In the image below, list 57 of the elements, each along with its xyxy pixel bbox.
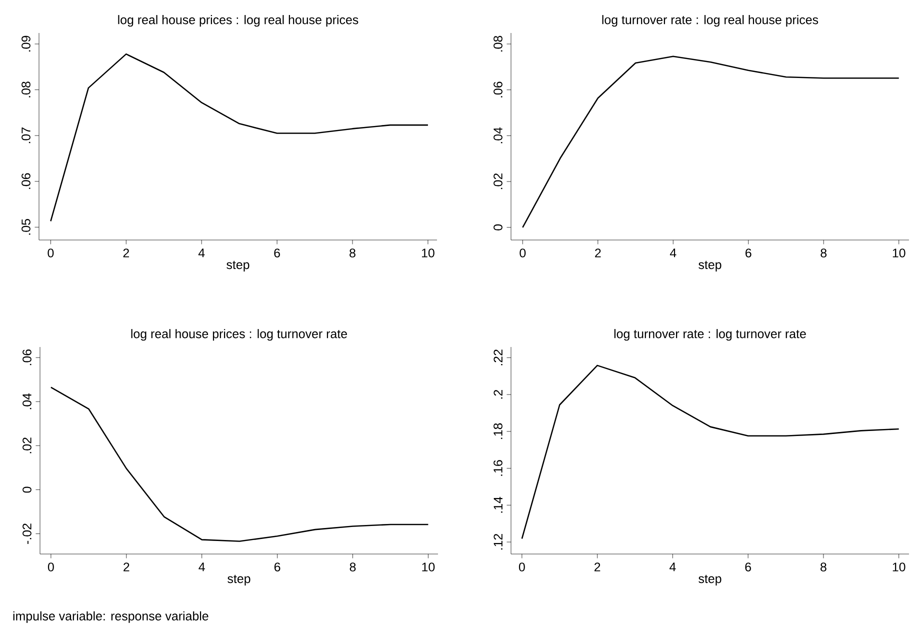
x-tick-label: 8 — [350, 248, 356, 258]
x-axis-title: step — [226, 260, 250, 272]
x-tick-label: 6 — [274, 562, 280, 572]
y-tick-label: .02 — [494, 174, 502, 190]
y-tick-label: 0 — [22, 486, 32, 493]
text: impulse variable: response variable — [13, 611, 208, 623]
x-tick-label: 0 — [48, 562, 54, 572]
y-tick-label: .04 — [494, 127, 502, 144]
x-axis-title: step — [698, 574, 722, 586]
y-tick-label: .04 — [22, 393, 32, 410]
x-tick-label: 0 — [48, 248, 54, 258]
y-tick-label: .06 — [494, 82, 502, 98]
x-tick-label: 0 — [520, 248, 526, 258]
x-tick-label: 2 — [594, 562, 600, 572]
x-axis-title: step — [698, 260, 722, 272]
x-tick-label: 10 — [892, 248, 906, 258]
x-tick-label: 2 — [124, 562, 130, 572]
x-tick-label: 2 — [595, 248, 601, 258]
y-tick-label: .07 — [22, 128, 30, 144]
x-tick-label: 6 — [746, 248, 752, 258]
y-tick-label: 0 — [494, 224, 502, 230]
chart-title: log real house prices : log real house prices — [118, 15, 358, 27]
y-tick-label: .18 — [494, 423, 502, 439]
chart-title: log turnover rate : log turnover rate — [614, 329, 806, 341]
y-tick-label: .2 — [494, 390, 502, 399]
y-tick-label: .14 — [494, 496, 502, 513]
x-tick-label: 8 — [350, 562, 356, 572]
y-tick-label: .16 — [494, 460, 502, 476]
x-tick-label: 4 — [670, 248, 676, 258]
x-tick-label: 6 — [274, 248, 280, 258]
x-tick-label: 8 — [820, 248, 827, 258]
y-tick-label: .06 — [22, 349, 32, 366]
y-tick-label: .22 — [494, 350, 502, 366]
chart-title: log turnover rate : log real house prices — [602, 15, 818, 27]
x-tick-label: 6 — [745, 562, 751, 572]
x-axis-title: step — [228, 574, 250, 586]
y-tick-label: -.02 — [22, 524, 32, 544]
line-series — [50, 53, 429, 222]
chart-title: log real house prices : log turnover rate — [131, 329, 347, 341]
x-tick-label: 10 — [892, 562, 906, 572]
line-series — [50, 386, 429, 542]
y-tick-label: .02 — [22, 438, 32, 454]
y-tick-label: .05 — [22, 219, 30, 235]
x-tick-label: 10 — [422, 562, 435, 572]
y-tick-label: .06 — [22, 173, 30, 189]
y-tick-label: .08 — [494, 36, 502, 52]
y-tick-label: .09 — [22, 36, 30, 52]
x-tick-label: 4 — [198, 248, 205, 258]
x-tick-label: 4 — [670, 562, 676, 572]
y-tick-label: .08 — [22, 82, 30, 98]
x-tick-label: 0 — [518, 562, 525, 572]
x-tick-label: 2 — [123, 248, 129, 258]
line-series — [521, 364, 900, 540]
x-tick-label: 4 — [198, 562, 205, 572]
x-tick-label: 10 — [422, 248, 434, 258]
x-tick-label: 8 — [820, 562, 826, 572]
y-tick-label: .12 — [494, 534, 502, 550]
